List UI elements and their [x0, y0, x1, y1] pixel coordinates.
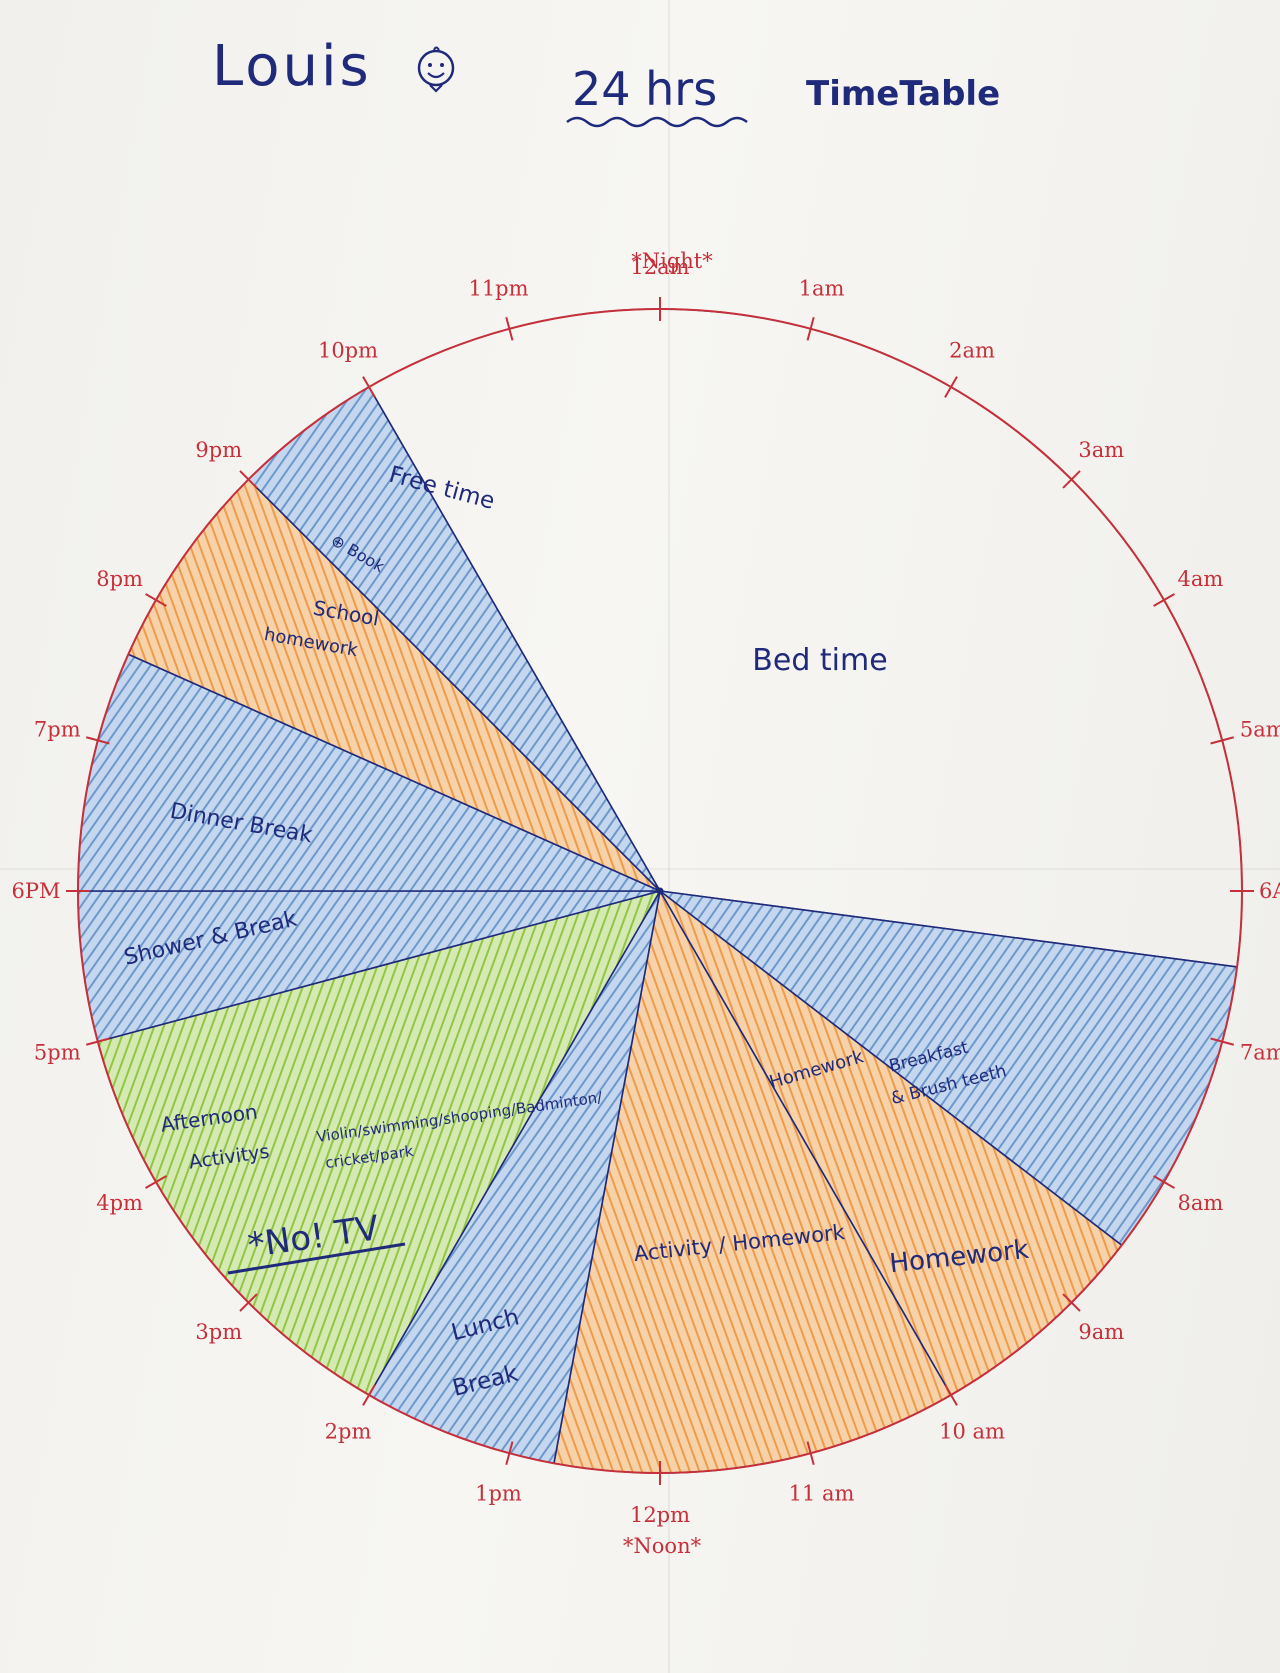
night-marker: *Night*	[631, 249, 713, 273]
hour-tick	[362, 376, 376, 398]
hour-tick	[145, 593, 167, 607]
hour-tick	[1210, 736, 1235, 745]
hour-label: 1am	[799, 276, 845, 300]
hour-tick	[145, 1175, 167, 1189]
hour-label: 12pm	[630, 1503, 690, 1527]
title-hours: 24 hrs	[572, 62, 718, 116]
smiley-icon	[417, 46, 455, 93]
hour-tick	[806, 1441, 815, 1466]
hour-label: 1pm	[475, 1482, 522, 1506]
hour-label: 10 am	[939, 1419, 1005, 1443]
hour-label: 12am	[630, 255, 689, 279]
hour-label: 5am	[1240, 717, 1280, 741]
activity-label: Bed time	[752, 643, 887, 678]
hour-tick	[1153, 593, 1175, 607]
hour-label: 4am	[1178, 567, 1224, 591]
hour-label: 5pm	[34, 1041, 81, 1065]
hour-tick	[85, 1037, 110, 1046]
hour-label: 2pm	[325, 1419, 372, 1443]
hour-label: 3pm	[195, 1320, 242, 1344]
fold-crease-vertical	[668, 0, 670, 1673]
hour-label: 3am	[1078, 438, 1124, 462]
hour-tick	[1210, 1037, 1235, 1046]
hour-label: 2am	[949, 339, 995, 363]
squiggle-underline	[566, 116, 748, 128]
hour-tick	[85, 736, 110, 745]
hour-label: 8pm	[96, 567, 143, 591]
clock-center-dot	[656, 887, 664, 895]
no-tv-underline	[227, 1242, 406, 1275]
hour-label: 9pm	[195, 438, 242, 462]
hour-tick	[944, 376, 958, 398]
hour-tick	[806, 316, 815, 341]
title-timetable: TimeTable	[806, 74, 1001, 114]
noon-marker: *Noon*	[623, 1534, 702, 1558]
hour-label: 4pm	[96, 1191, 143, 1215]
hour-label: 11pm	[468, 276, 528, 300]
hour-label: 7pm	[34, 717, 81, 741]
hour-label: 9am	[1078, 1320, 1124, 1344]
hour-label: 8am	[1178, 1191, 1224, 1215]
hour-tick	[239, 1293, 258, 1312]
hour-tick	[1062, 470, 1081, 489]
hour-label: 11 am	[789, 1482, 855, 1506]
hour-label: 7am	[1240, 1041, 1280, 1065]
hour-tick	[505, 1441, 514, 1466]
hour-tick	[362, 1384, 376, 1406]
hour-tick	[239, 470, 258, 489]
hour-label: 6AM	[1259, 879, 1280, 903]
hour-tick	[1062, 1293, 1081, 1312]
hour-label: 10pm	[318, 339, 378, 363]
hour-label: 6PM	[12, 879, 61, 903]
hour-tick	[1153, 1175, 1175, 1189]
hour-tick	[505, 316, 514, 341]
title-name: Louis	[212, 34, 372, 99]
hour-tick	[944, 1384, 958, 1406]
